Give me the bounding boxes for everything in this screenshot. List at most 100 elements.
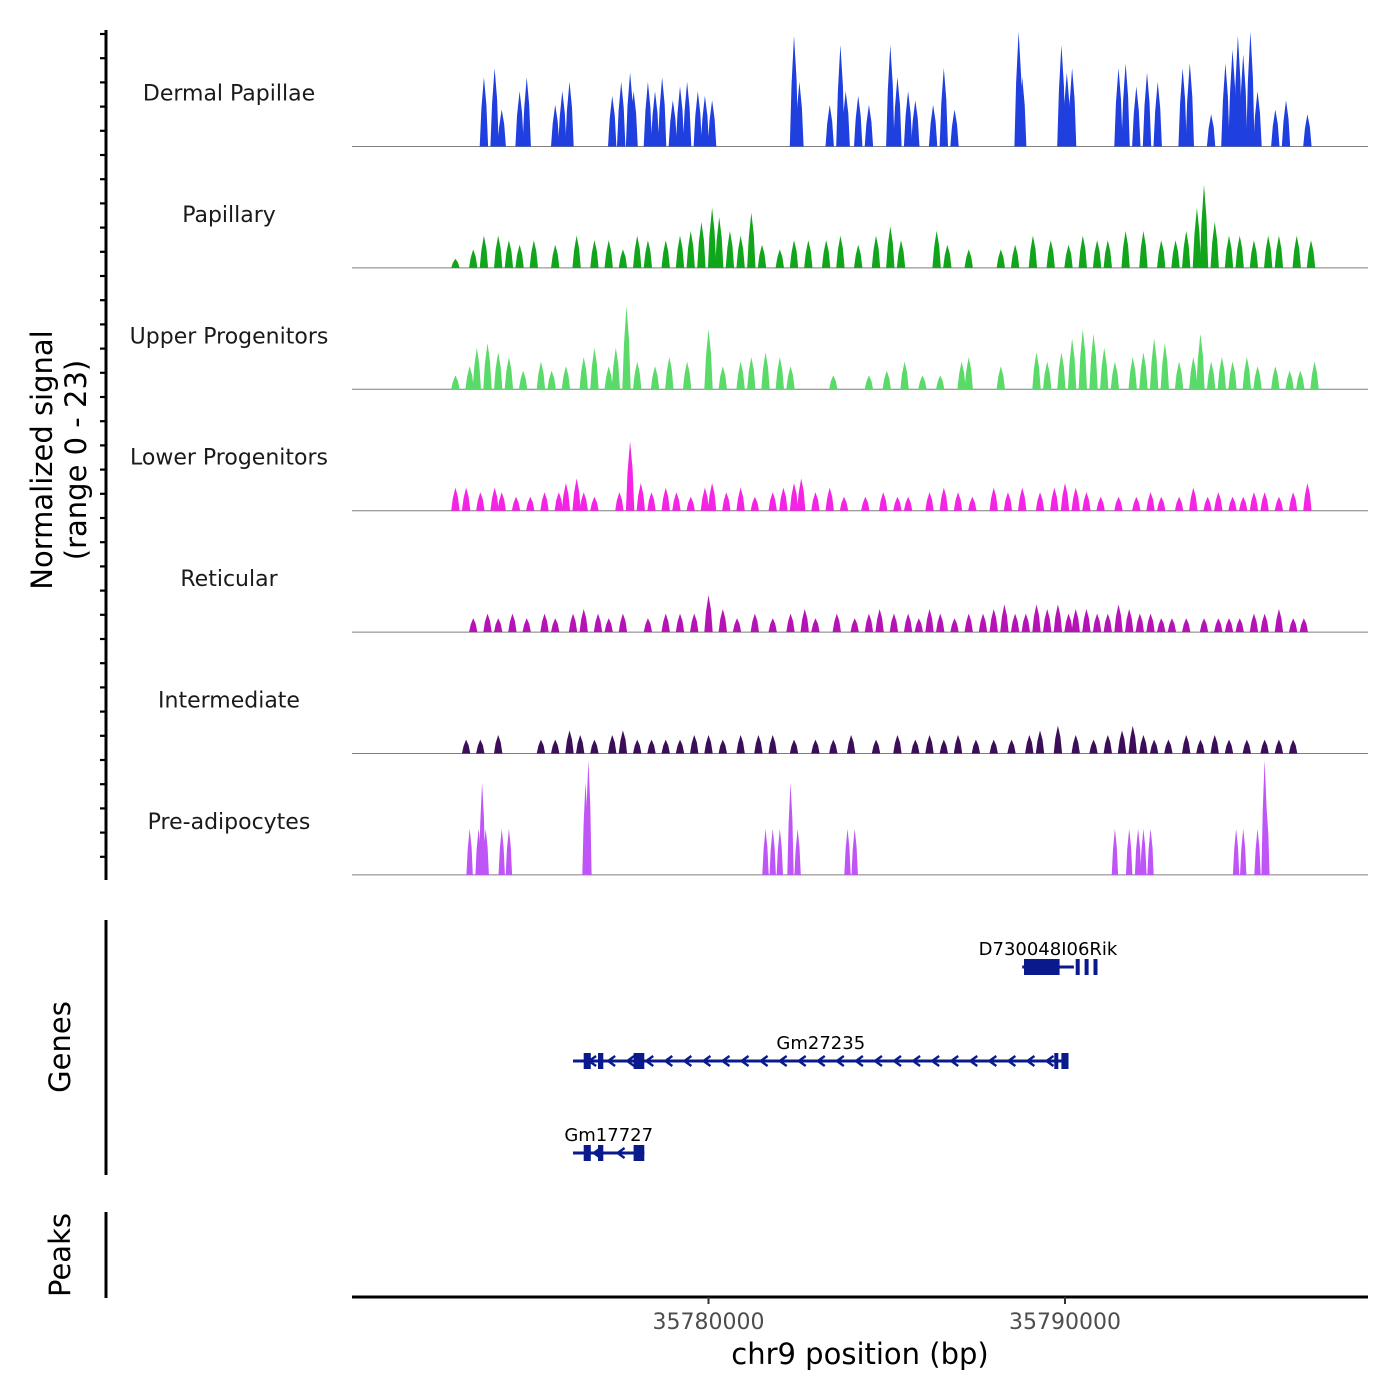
coverage-peak xyxy=(736,235,745,268)
coverage-peak xyxy=(1274,739,1284,754)
track-label: Papillary xyxy=(182,203,276,228)
coverage-peak xyxy=(707,483,717,511)
coverage-peak xyxy=(789,240,799,268)
coverage-peak xyxy=(1064,244,1073,268)
coverage-peak xyxy=(551,244,560,268)
coverage-peak xyxy=(1103,240,1112,268)
coverage-peak xyxy=(1132,496,1141,511)
coverage-peak xyxy=(1285,370,1294,390)
coverage-peak xyxy=(650,366,660,390)
coverage-peak xyxy=(1103,735,1112,754)
coverage-peak xyxy=(1053,604,1063,633)
gene-gm17727: Gm17727 xyxy=(564,1125,653,1161)
coverage-peak xyxy=(1114,68,1123,147)
coverage-peak xyxy=(1224,739,1234,754)
coverage-peak xyxy=(672,492,681,511)
coverage-peak xyxy=(1264,235,1273,268)
coverage-peak xyxy=(1178,68,1187,147)
coverage-peak xyxy=(465,366,474,390)
gene-exon xyxy=(583,1053,591,1069)
coverage-peak xyxy=(787,782,794,875)
coverage-peak xyxy=(1007,739,1016,754)
coverage-peak xyxy=(551,618,560,633)
coverage-peak xyxy=(611,347,620,390)
gene-label: Gm17727 xyxy=(564,1125,653,1146)
strand-chevron xyxy=(834,1055,845,1067)
coverage-peak xyxy=(1235,235,1244,268)
coverage-peak xyxy=(1021,613,1030,633)
coverage-peak xyxy=(914,618,923,633)
coverage-peak xyxy=(1203,496,1212,511)
coverage-peak xyxy=(1146,492,1155,511)
coverage-peak xyxy=(675,739,685,754)
coverage-peak xyxy=(697,221,706,268)
coverage-peak xyxy=(886,226,895,268)
coverage-peak xyxy=(825,487,834,511)
coverage-peak xyxy=(1092,613,1102,633)
peaks-panel-title: Peaks xyxy=(43,1213,77,1297)
coverage-peak xyxy=(750,613,759,633)
coverage-peak xyxy=(1060,483,1070,511)
coverage-peak xyxy=(1125,609,1134,633)
strand-chevron xyxy=(720,1055,731,1067)
coverage-peak xyxy=(647,739,656,754)
coverage-peak xyxy=(476,492,485,511)
strand-chevron xyxy=(777,1055,788,1067)
coverage-peak xyxy=(1167,618,1177,633)
gene-exon xyxy=(1054,1053,1059,1069)
track-label: Reticular xyxy=(180,567,278,592)
coverage-peak xyxy=(839,496,849,511)
strand-chevron xyxy=(930,1055,940,1067)
coverage-peak xyxy=(576,735,585,754)
coverage-peak xyxy=(1253,91,1262,147)
coverage-peak xyxy=(1096,496,1105,511)
coverage-peak xyxy=(1089,739,1098,754)
coverage-peak xyxy=(1310,361,1319,390)
coverage-peak xyxy=(936,375,945,390)
coverage-peak xyxy=(1299,618,1308,633)
coverage-peak xyxy=(1121,63,1130,147)
coverage-peak xyxy=(1128,725,1137,754)
strand-chevron xyxy=(1025,1055,1036,1067)
coverage-peak xyxy=(1288,618,1298,633)
coverage-peak xyxy=(704,329,713,390)
coverage-peak xyxy=(1121,230,1130,268)
coverage-peak xyxy=(1171,240,1180,268)
coverage-peak xyxy=(811,492,820,511)
coverage-peak xyxy=(925,735,934,754)
coverage-peak xyxy=(732,618,742,633)
coverage-peak xyxy=(686,230,695,268)
coverage-peak xyxy=(1103,613,1112,633)
coverage-peak xyxy=(472,347,481,390)
coverage-peak xyxy=(1199,184,1209,268)
coverage-peak xyxy=(483,343,492,390)
coverage-peak xyxy=(1071,735,1080,754)
coverage-peak xyxy=(718,609,727,633)
x-tick-label: 35790000 xyxy=(1009,1310,1121,1335)
coverage-peak xyxy=(1210,221,1219,268)
coverage-peak xyxy=(850,618,859,633)
coverage-peak xyxy=(1182,735,1191,754)
coverage-peak xyxy=(1254,828,1261,875)
coverage-peak xyxy=(1228,361,1237,390)
coverage-peak xyxy=(893,496,902,511)
coverage-peak xyxy=(1067,338,1077,390)
coverage-peak xyxy=(1139,230,1148,268)
coverage-peak xyxy=(1092,240,1102,268)
coverage-peak xyxy=(953,735,963,754)
coverage-peak xyxy=(718,739,727,754)
coverage-peak xyxy=(522,618,531,633)
coverage-peak xyxy=(585,759,592,875)
coverage-peak xyxy=(707,100,717,147)
coverage-peak xyxy=(604,240,613,268)
coverage-peak xyxy=(1249,613,1259,633)
coverage-peak xyxy=(490,487,499,511)
coverage-peak xyxy=(704,595,713,633)
coverage-peak xyxy=(736,487,745,511)
coverage-peak xyxy=(1018,487,1027,511)
coverage-peak xyxy=(565,730,574,754)
coverage-peak xyxy=(661,613,670,633)
coverage-peak xyxy=(1147,828,1154,875)
coverage-peak xyxy=(844,828,851,875)
